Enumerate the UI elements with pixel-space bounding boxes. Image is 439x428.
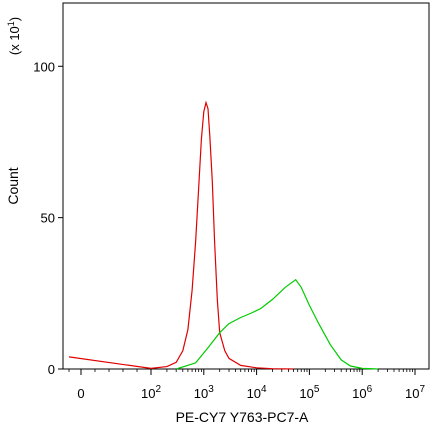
y-tick-label: 0	[48, 362, 55, 377]
x-tick-label: 103	[194, 384, 214, 401]
x-tick-label: 102	[141, 384, 161, 401]
series-line-1	[68, 100, 294, 370]
y-tick-label: 50	[41, 211, 55, 226]
x-tick-label: 106	[352, 384, 372, 401]
plot-frame	[62, 2, 430, 370]
x-tick-label: 0	[77, 386, 84, 401]
series-line-2	[176, 278, 379, 370]
series-layer	[68, 100, 379, 370]
x-axis: 0 102 103 104 105 106 107	[68, 369, 425, 401]
y-tick-label: 100	[33, 59, 55, 74]
x-axis-label: PE-CY7 Y763-PC7-A	[176, 409, 309, 425]
y-axis-multiplier: (x 101)	[6, 17, 22, 55]
x-tick-label: 104	[247, 384, 267, 401]
y-axis: 0 50 100	[33, 59, 63, 377]
x-tick-label: 107	[405, 384, 425, 401]
y-axis-label: Count	[5, 167, 21, 204]
x-tick-label: 105	[299, 384, 319, 401]
